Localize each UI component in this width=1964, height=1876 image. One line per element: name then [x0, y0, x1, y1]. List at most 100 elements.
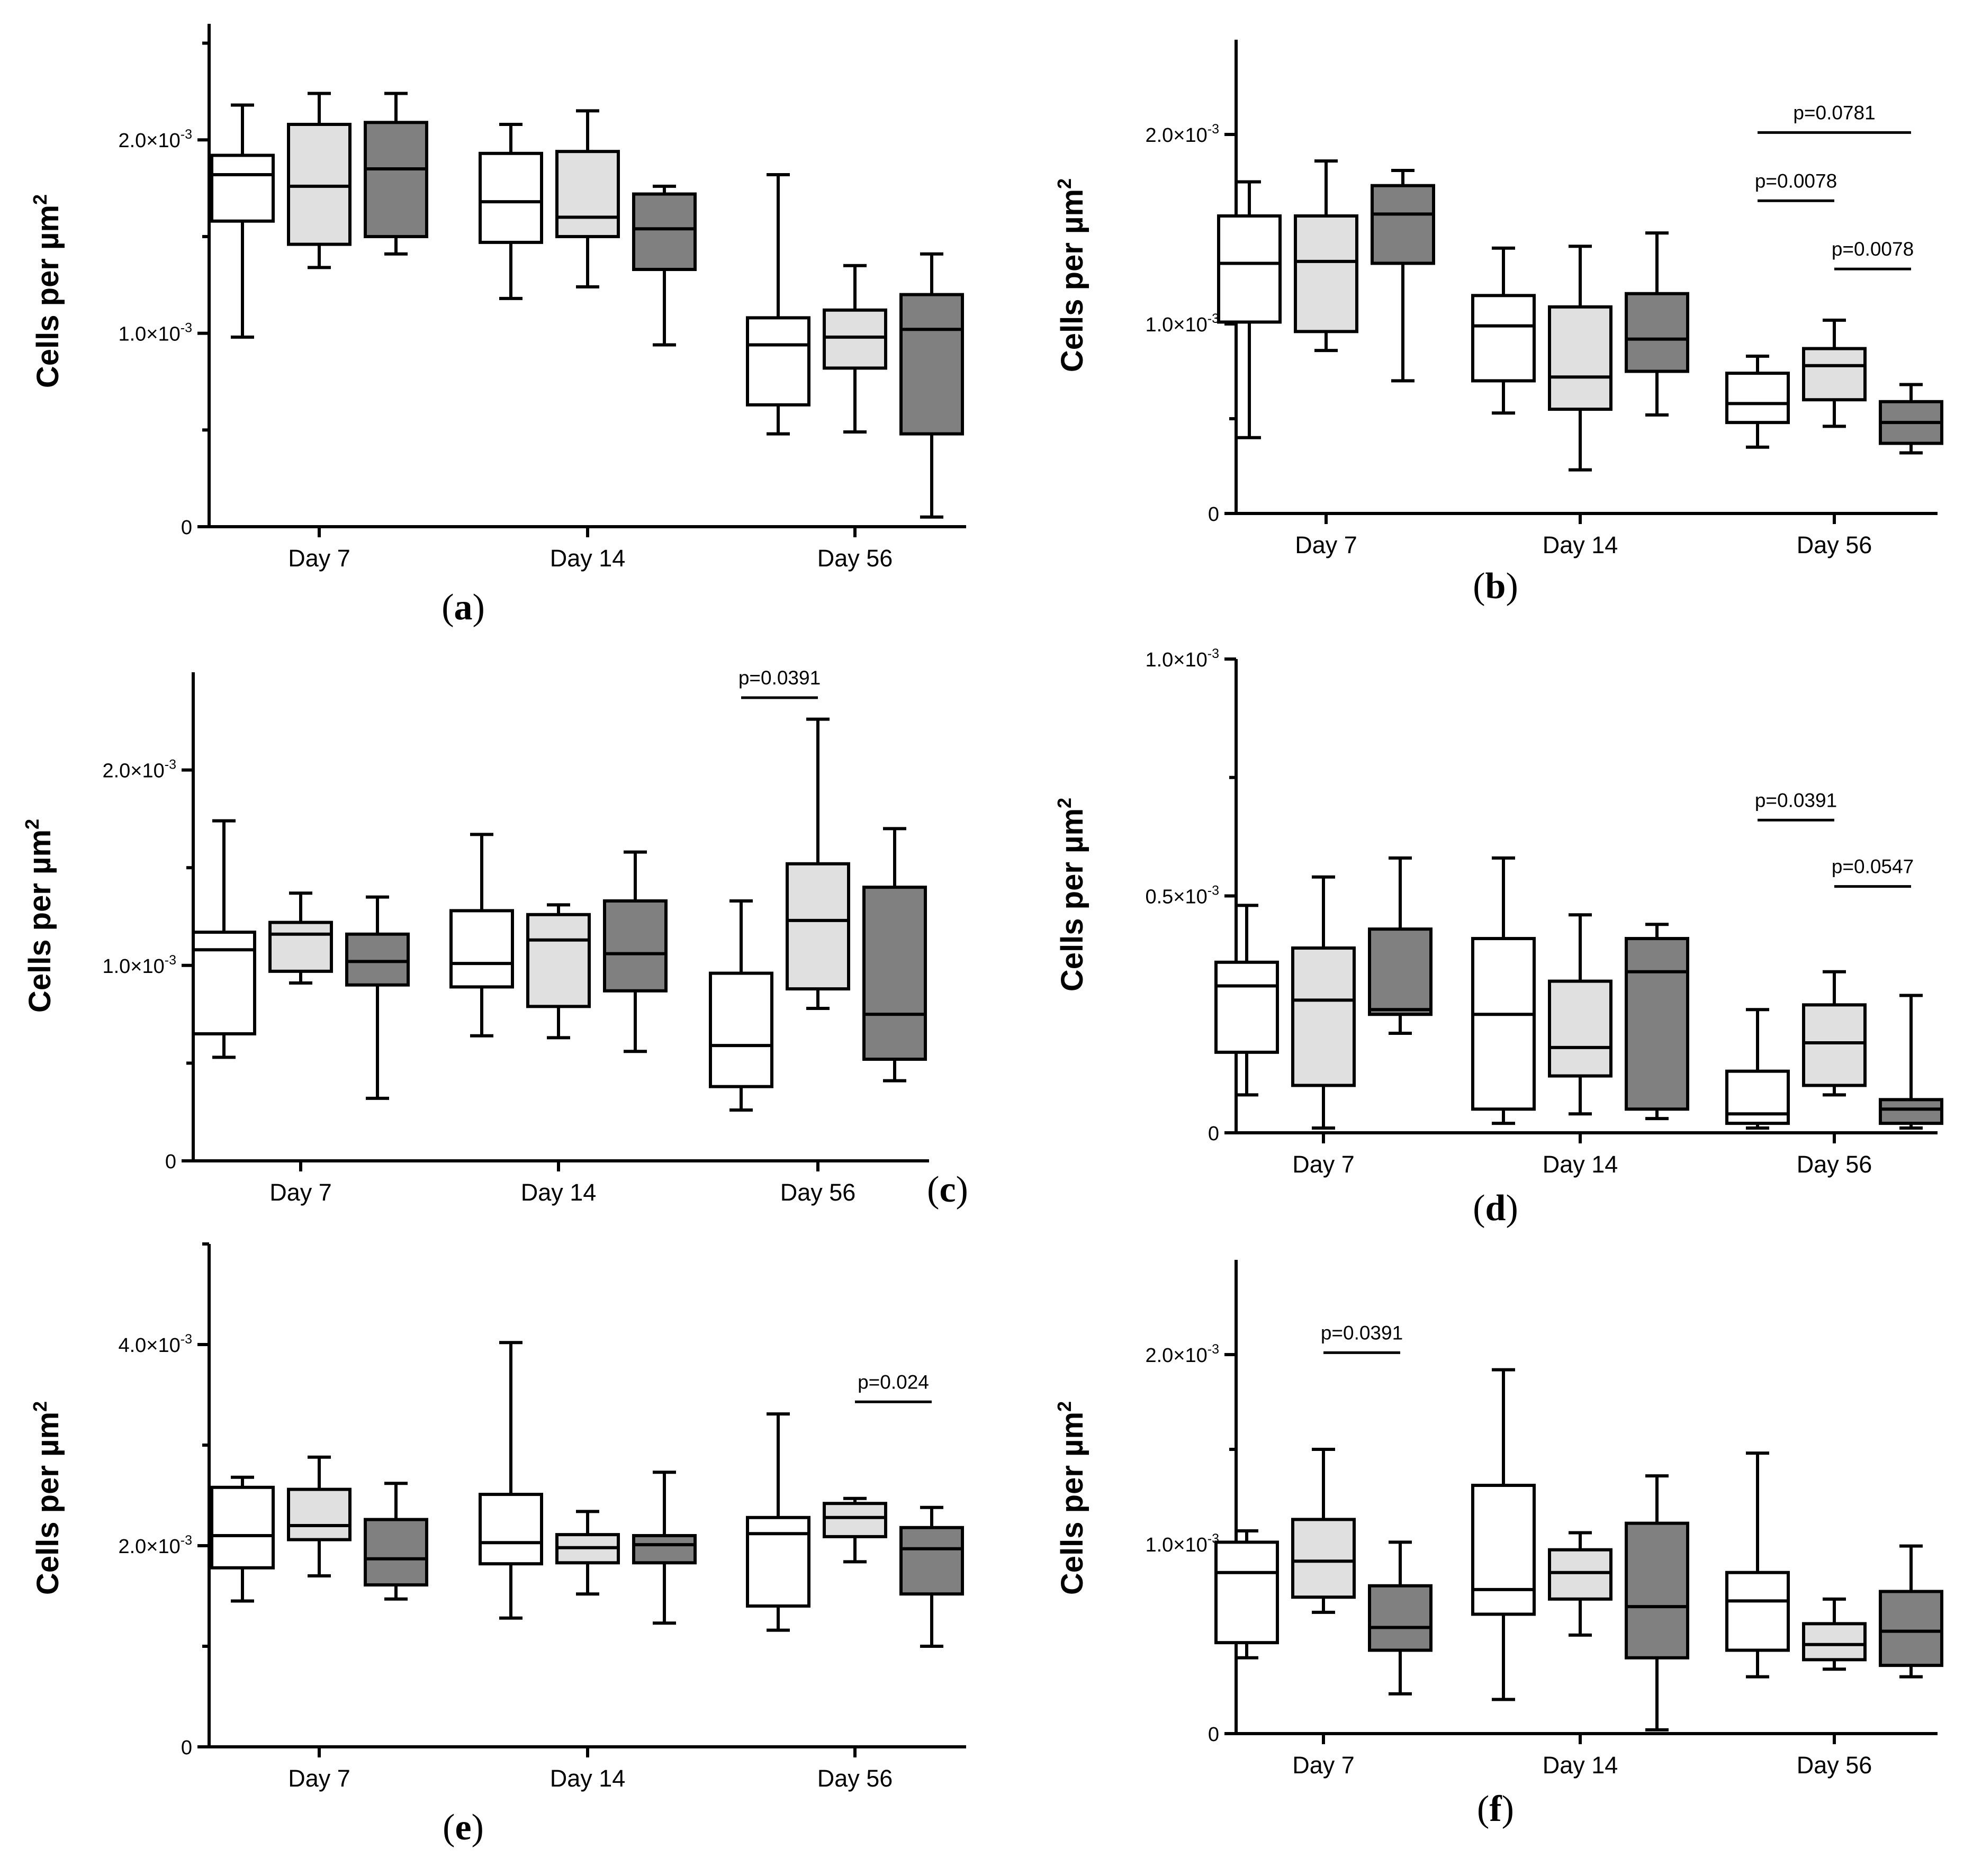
- box-plot: [632, 1471, 697, 1625]
- box-plot: [1802, 1597, 1867, 1671]
- x-tick-label: Day 14: [550, 545, 626, 572]
- box-plot: [1725, 1451, 1790, 1679]
- box-plot: [1625, 923, 1689, 1121]
- p-value-label: p=0.0078: [1832, 238, 1914, 260]
- panel-label: (c): [927, 1169, 968, 1210]
- box-plot: [555, 109, 620, 288]
- p-value-label: p=0.0391: [1755, 789, 1837, 811]
- y-tick-label: 1.0×10-3: [118, 321, 192, 346]
- box-iqr: [1291, 1518, 1356, 1599]
- box-iqr: [268, 921, 333, 973]
- box-iqr: [632, 192, 697, 272]
- x-tick-label: Day 56: [1797, 1151, 1872, 1178]
- box-plot: [1879, 994, 1943, 1130]
- panel-label: (f): [1477, 1789, 1514, 1829]
- panel-label: (b): [1473, 566, 1518, 607]
- box-plot: [746, 173, 810, 436]
- box-plot: [1217, 180, 1282, 439]
- box-iqr: [210, 1485, 275, 1570]
- chart-panel-f: 0 1.0×10-3 2.0×10-3 Day 7 Day 14 Day 56 Cells …: [1053, 1260, 1943, 1829]
- box-iqr: [345, 932, 410, 987]
- box-iqr: [555, 150, 620, 238]
- chart-panel-d: 0 0.5×10-3 1.0×10-3 Day 7 Day 14 Day 56 Cells …: [1053, 646, 1943, 1229]
- x-tick-label: Day 56: [780, 1179, 856, 1206]
- box-plot: [1471, 246, 1536, 415]
- box-iqr: [899, 1526, 964, 1596]
- box-iqr: [1368, 927, 1433, 1016]
- box-plot: [1802, 318, 1867, 428]
- box-plot: [1214, 904, 1279, 1097]
- y-axis-label: Cells per µm2: [1053, 178, 1089, 372]
- y-tick-label: 0: [165, 1151, 176, 1173]
- box-iqr: [862, 886, 927, 1061]
- box-iqr: [1802, 347, 1867, 402]
- box-iqr: [1291, 946, 1356, 1087]
- box-iqr: [1214, 960, 1279, 1054]
- box-plot: [862, 827, 927, 1083]
- box-iqr: [1725, 1571, 1790, 1652]
- box-plot: [210, 1475, 275, 1603]
- box-plot: [709, 899, 773, 1112]
- box-iqr: [1471, 294, 1536, 383]
- box-iqr: [746, 1516, 810, 1608]
- box-plot: [1368, 1540, 1433, 1695]
- x-tick-label: Day 7: [1295, 531, 1357, 558]
- panel-label: (d): [1473, 1188, 1518, 1229]
- y-tick-label: 2.0×10-3: [102, 757, 176, 782]
- box-iqr: [1879, 1098, 1943, 1125]
- box-iqr: [899, 293, 964, 436]
- box-plot: [192, 819, 256, 1059]
- chart-panel-b: 0 1.0×10-3 2.0×10-3 Day 7 Day 14 Day 56 Cells …: [1053, 40, 1943, 607]
- box-iqr: [1625, 937, 1689, 1111]
- box-plot: [1879, 383, 1943, 455]
- x-tick-label: Day 14: [1543, 1752, 1618, 1779]
- box-plot: [1548, 1531, 1612, 1637]
- box-iqr: [709, 971, 773, 1088]
- box-plot: [1625, 1474, 1689, 1731]
- panel-label: (e): [443, 1807, 484, 1848]
- p-value-label: p=0.0391: [738, 667, 821, 689]
- box-plot: [603, 850, 668, 1053]
- box-plot: [479, 123, 543, 300]
- x-tick-label: Day 7: [288, 1765, 350, 1792]
- box-iqr: [192, 931, 256, 1036]
- box-iqr: [1802, 1622, 1867, 1662]
- box-plot: [1725, 1008, 1790, 1130]
- y-tick-label: 0.5×10-3: [1145, 883, 1219, 908]
- y-tick-label: 1.0×10-3: [1145, 1531, 1219, 1556]
- box-plot: [1625, 231, 1689, 417]
- x-tick-label: Day 7: [1292, 1151, 1355, 1178]
- p-value-label: p=0.0547: [1832, 856, 1914, 878]
- box-iqr: [1548, 1548, 1612, 1601]
- p-value-label: p=0.0078: [1755, 170, 1837, 192]
- y-tick-label: 0: [181, 1737, 192, 1759]
- x-tick-label: Day 14: [521, 1179, 597, 1206]
- box-plot: [1471, 1368, 1536, 1701]
- y-tick-label: 1.0×10-3: [1145, 646, 1219, 671]
- box-iqr: [479, 151, 543, 244]
- box-iqr: [287, 123, 352, 246]
- y-tick-label: 1.0×10-3: [102, 953, 176, 978]
- box-iqr: [632, 1534, 697, 1565]
- box-iqr: [1371, 184, 1435, 265]
- box-iqr: [479, 1493, 543, 1566]
- box-plot: [899, 252, 964, 519]
- box-plot: [1471, 856, 1536, 1125]
- x-tick-label: Day 56: [817, 1765, 893, 1792]
- box-iqr: [210, 154, 275, 223]
- y-axis-label: Cells per µm2: [29, 194, 65, 388]
- box-iqr: [1294, 214, 1358, 333]
- box-iqr: [823, 308, 887, 370]
- box-plot: [1548, 913, 1612, 1116]
- y-tick-label: 2.0×10-3: [1145, 1342, 1219, 1367]
- y-axis-label: Cells per µm2: [29, 1401, 65, 1595]
- y-axis-label: Cells per µm2: [1053, 798, 1089, 991]
- y-tick-label: 1.0×10-3: [1145, 311, 1219, 336]
- box-iqr: [1725, 1069, 1790, 1125]
- x-tick-label: Day 14: [1543, 531, 1618, 558]
- box-iqr: [449, 909, 514, 989]
- y-axis-label: Cells per µm2: [21, 819, 57, 1013]
- box-iqr: [526, 913, 591, 1008]
- box-plot: [364, 1482, 428, 1601]
